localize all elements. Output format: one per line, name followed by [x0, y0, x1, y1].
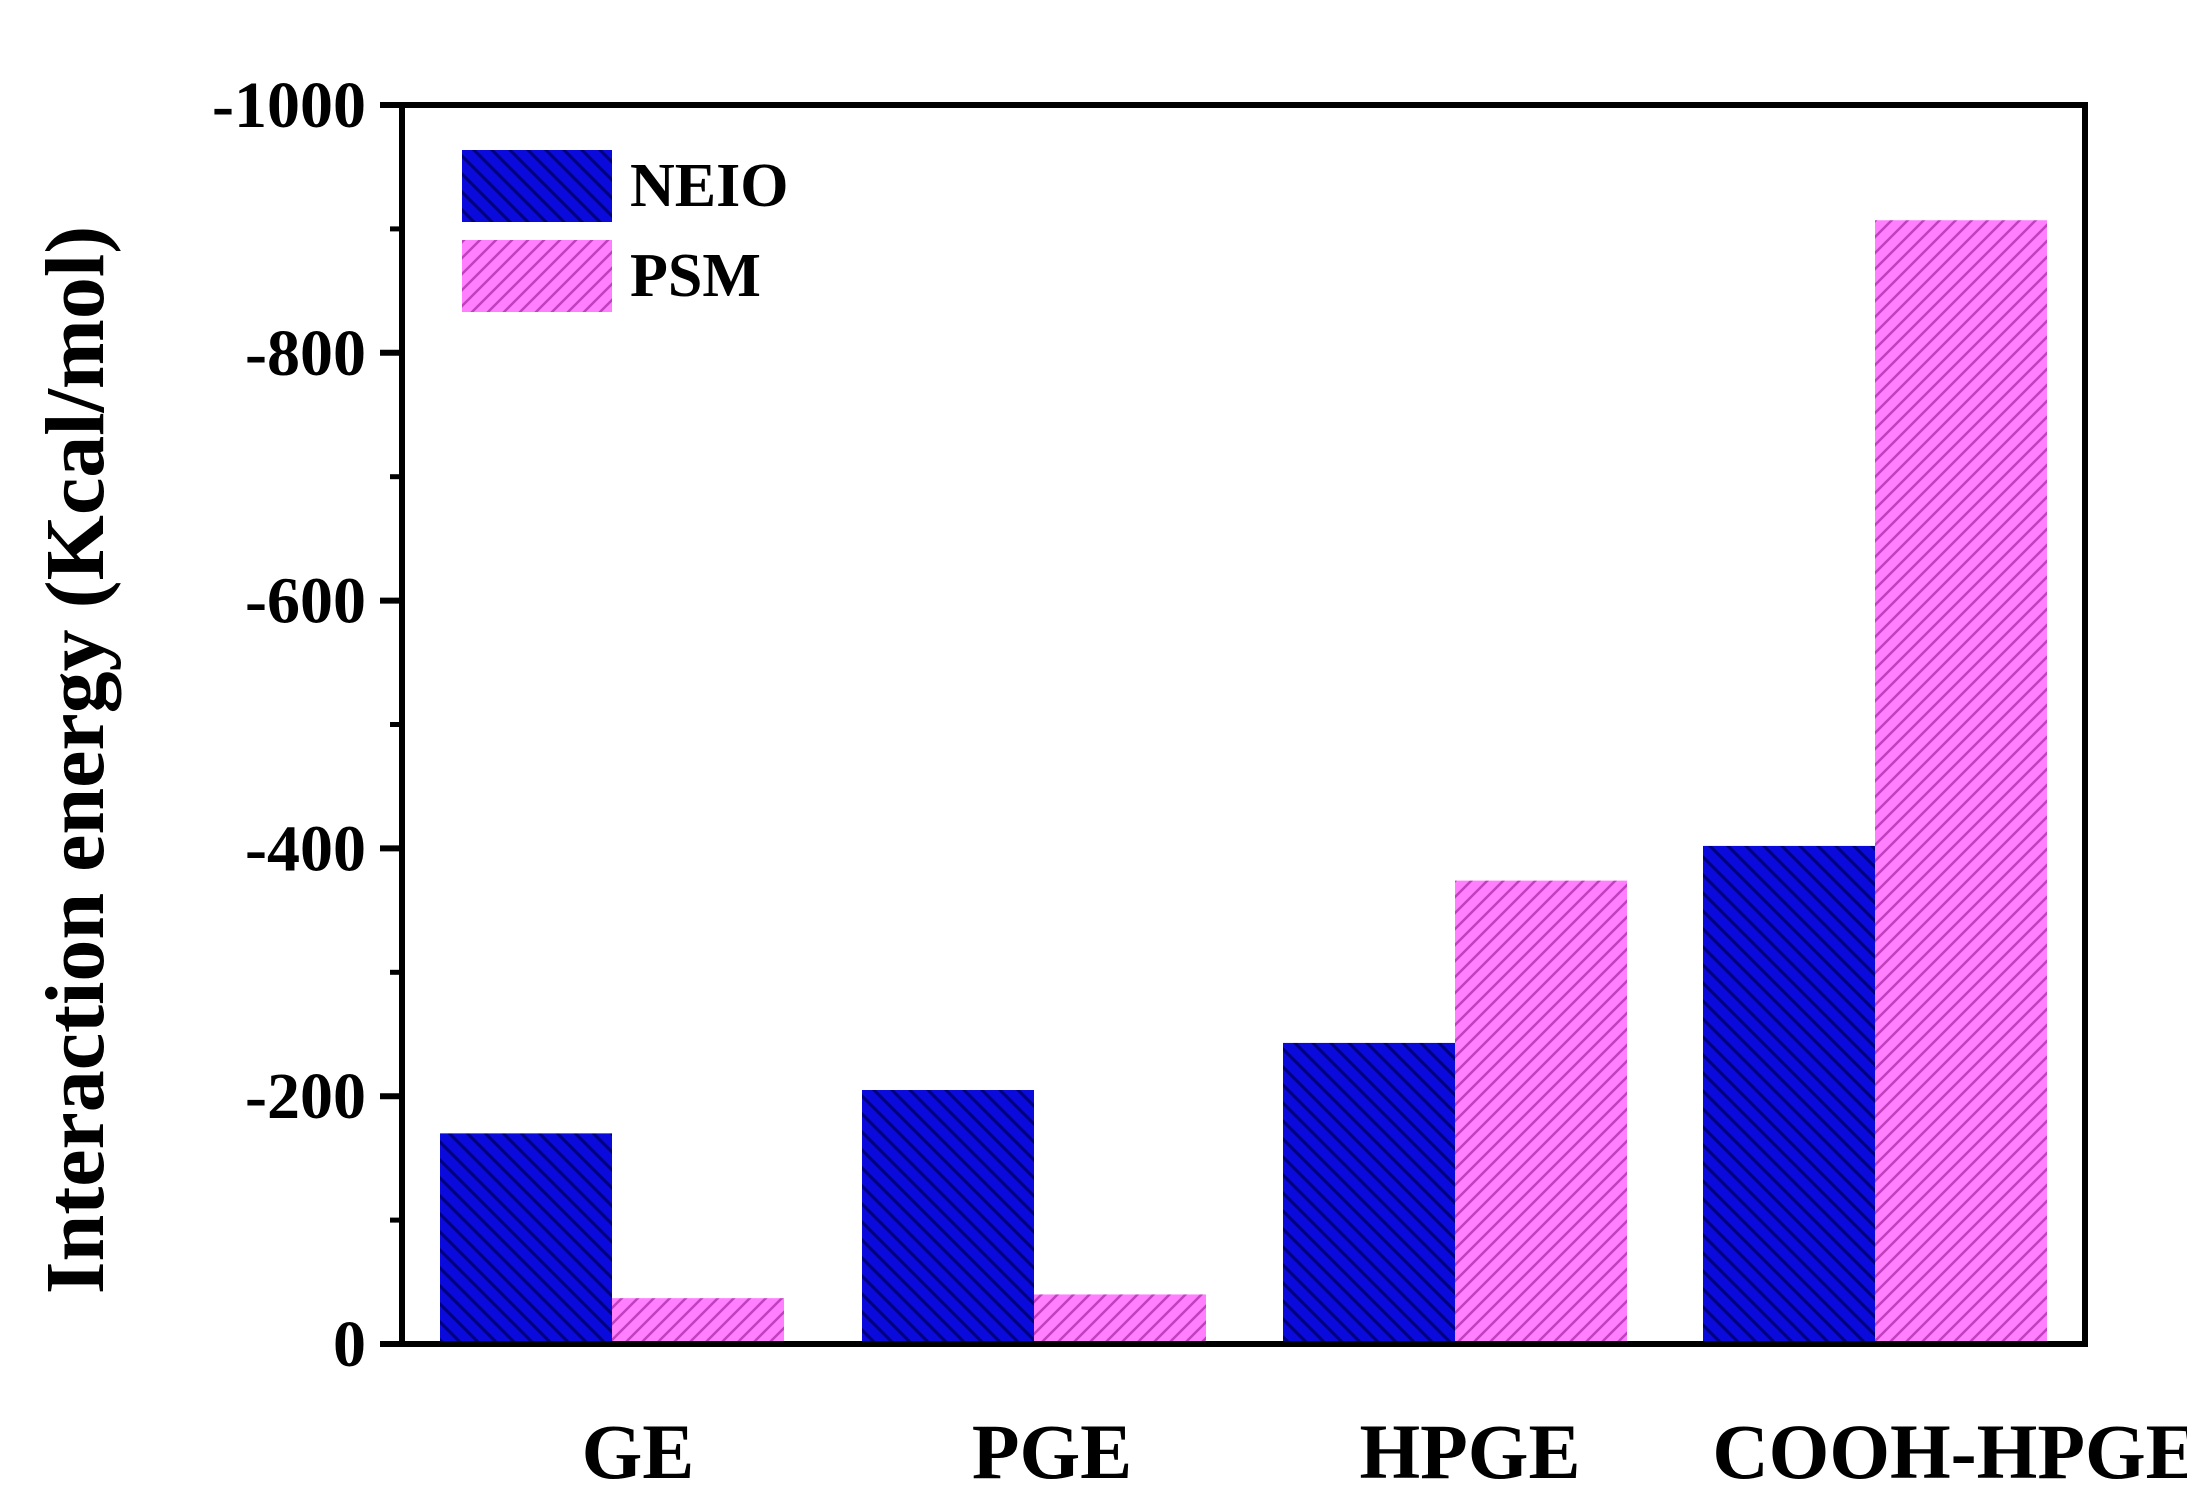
legend-swatch-psm: [462, 240, 612, 312]
bar-neio-pge: [862, 1090, 1034, 1344]
bars-group: [440, 220, 2047, 1344]
y-axis-label: Interaction energy (Kcal/mol): [29, 226, 122, 1294]
legend-label-neio: NEIO: [630, 152, 788, 220]
bar-neio-hpge: [1283, 1042, 1455, 1344]
y-tick-label: -800: [245, 317, 366, 390]
bar-neio-cooh-hpge: [1703, 845, 1875, 1344]
bar-neio-ge: [440, 1133, 612, 1344]
bar-psm-hpge: [1455, 880, 1627, 1344]
x-category-label: HPGE: [1359, 1408, 1580, 1495]
legend-swatch-neio: [462, 150, 612, 222]
x-category-label: GE: [582, 1408, 695, 1495]
y-tick-label: -1000: [212, 69, 366, 142]
x-category-label: PGE: [972, 1408, 1132, 1495]
bar-psm-ge: [612, 1298, 784, 1344]
y-axis-ticks: 0 -200 -400 -600 -800 -1000: [212, 69, 402, 1381]
y-tick-label: 0: [333, 1308, 366, 1381]
y-tick-label: -400: [245, 812, 366, 885]
legend-label-psm: PSM: [630, 242, 761, 310]
y-tick-label: -600: [245, 565, 366, 638]
bar-psm-pge: [1034, 1294, 1206, 1344]
legend: NEIO PSM: [462, 150, 788, 312]
plot-frame: [399, 102, 2088, 1347]
x-category-label: COOH-HPGE: [1712, 1408, 2187, 1495]
bar-psm-cooh-hpge: [1875, 220, 2047, 1344]
y-tick-label: -200: [245, 1060, 366, 1133]
x-axis-categories: GE PGE HPGE COOH-HPGE: [582, 1408, 2187, 1495]
